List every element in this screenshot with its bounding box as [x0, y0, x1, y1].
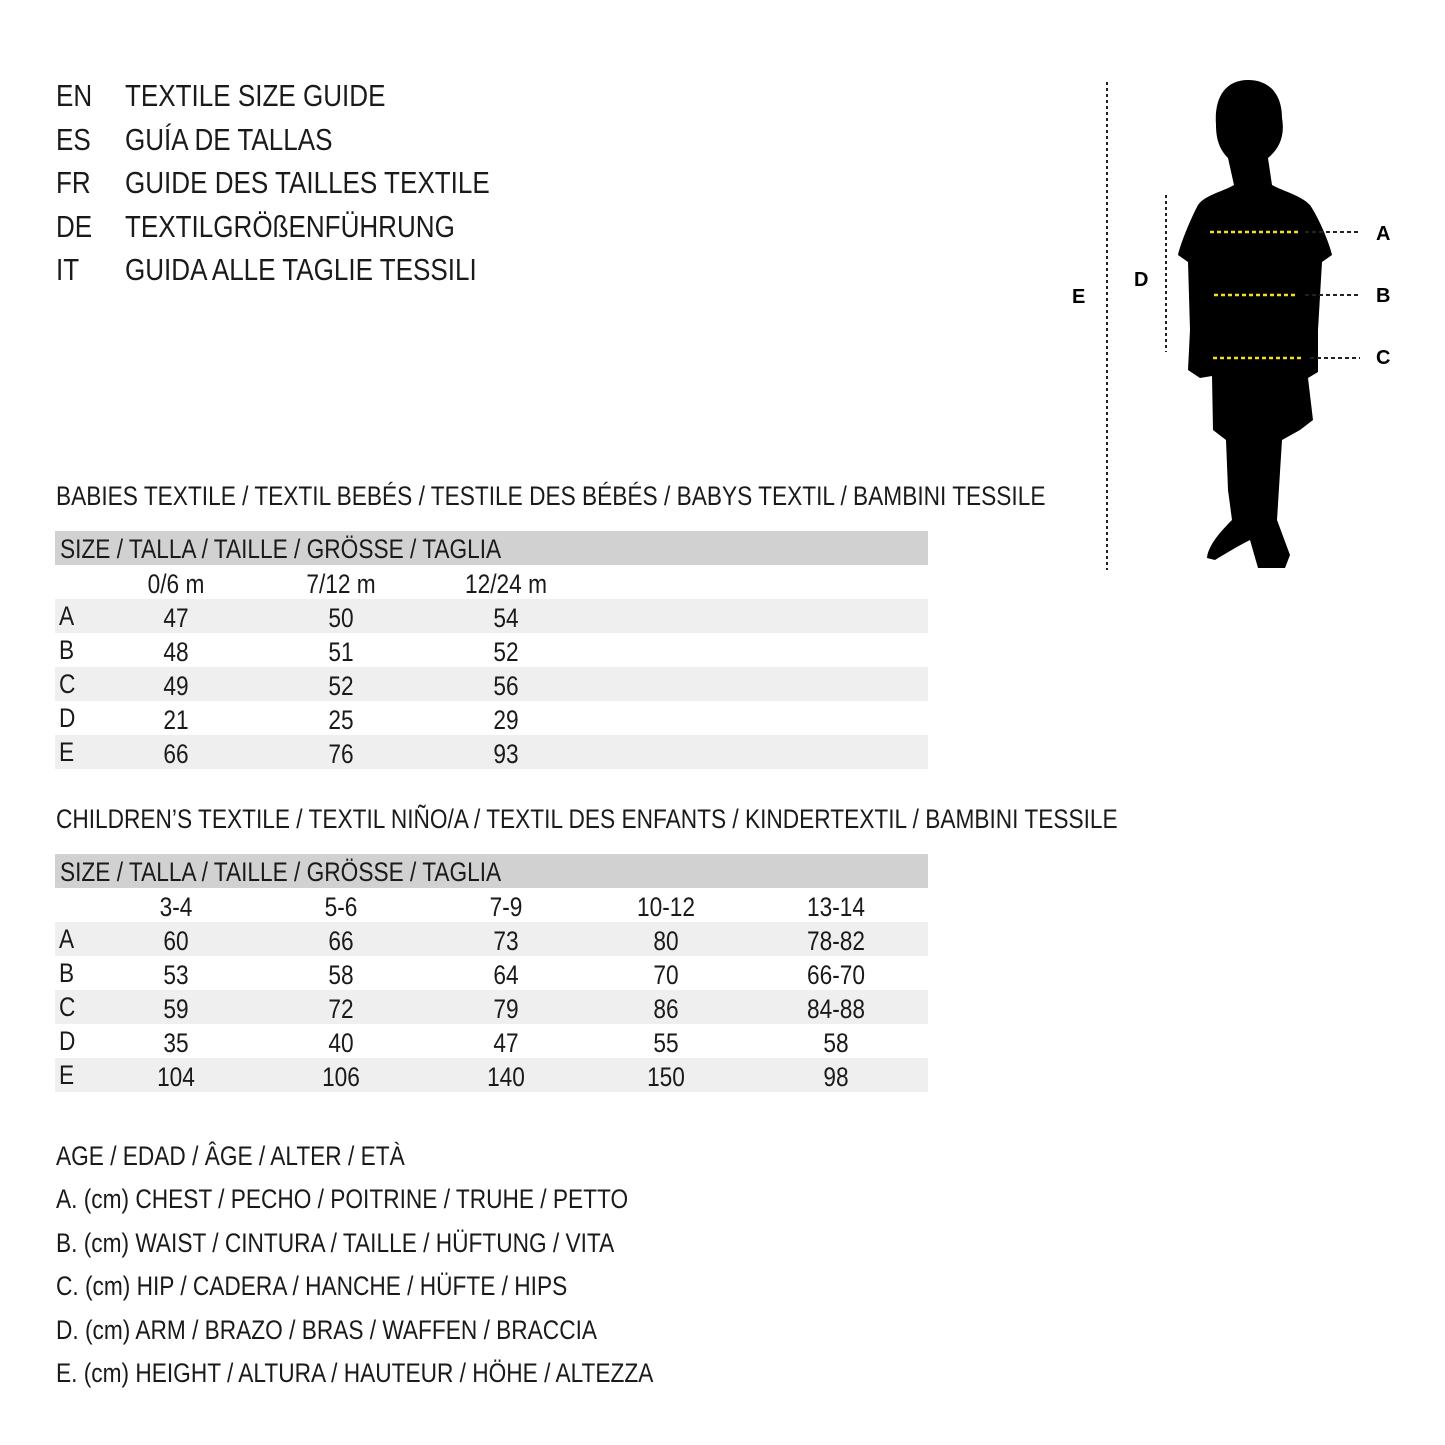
size-header-bar: SIZE / TALLA / TAILLE / GRÖSSE / TAGLIA	[55, 531, 928, 565]
row-label: E	[59, 1060, 75, 1090]
language-code: FR	[56, 165, 91, 200]
table-cell: 104	[157, 1062, 195, 1092]
row-label: E	[59, 737, 75, 767]
size-column-header: 7/12 m	[306, 569, 376, 599]
table-row: E 104 106 140 150 98	[55, 1058, 928, 1092]
guide-title: TEXTILGRÖßENFÜHRUNG	[125, 208, 455, 244]
table-cell: 29	[493, 705, 519, 735]
table-cell: 51	[328, 637, 354, 667]
table-cell: 66	[163, 739, 189, 769]
legend-item: B. (cm) WAIST / CINTURA / TAILLE / HÜFTU…	[56, 1227, 615, 1258]
children-heading: CHILDREN’S TEXTILE / TEXTIL NIÑO/A / TEX…	[56, 804, 1118, 834]
table-cell: 58	[328, 960, 354, 990]
child-silhouette	[1178, 80, 1332, 568]
table-row: B 48 51 52	[55, 633, 928, 667]
table-row: B 53 58 64 70 66-70	[55, 956, 928, 990]
legend-item: AGE / EDAD / ÂGE / ALTER / ETÀ	[56, 1141, 405, 1171]
table-row: A 47 50 54	[55, 599, 928, 633]
table-cell: 66-70	[806, 960, 866, 990]
size-header-bar: SIZE / TALLA / TAILLE / GRÖSSE / TAGLIA	[55, 854, 928, 888]
row-label: A	[59, 601, 75, 631]
size-column-header: 12/24 m	[465, 569, 547, 599]
table-cell: 98	[823, 1062, 849, 1092]
size-column-header: 13-14	[806, 892, 866, 922]
language-code: EN	[56, 78, 93, 113]
table-cell: 93	[493, 739, 519, 769]
table-cell: 73	[493, 926, 519, 956]
label-c: C	[1376, 347, 1390, 369]
label-a: A	[1376, 223, 1390, 245]
legend-item: C. (cm) HIP / CADERA / HANCHE / HÜFTE / …	[56, 1271, 568, 1302]
row-label: A	[59, 924, 75, 954]
table-cell: 50	[328, 603, 354, 633]
language-code: ES	[56, 121, 91, 157]
row-label: C	[59, 669, 76, 699]
table-cell: 59	[163, 994, 189, 1024]
table-cell: 86	[653, 994, 679, 1024]
table-cell: 53	[163, 960, 189, 990]
table-cell: 55	[653, 1028, 679, 1058]
table-row: C 59 72 79 86 84-88	[55, 990, 928, 1024]
table-cell: 140	[487, 1062, 525, 1092]
label-e: E	[1072, 286, 1085, 308]
guide-title: GUÍA DE TALLAS	[125, 121, 333, 157]
row-label: B	[59, 635, 75, 665]
language-code: IT	[56, 252, 80, 287]
table-row: D 35 40 47 55 58	[55, 1024, 928, 1058]
table-cell: 76	[328, 739, 354, 769]
table-cell: 79	[493, 994, 519, 1024]
row-label: B	[59, 958, 75, 988]
size-column-header: 0/6 m	[147, 569, 205, 599]
child-silhouette-figure: A B C D E	[1072, 80, 1390, 570]
table-cell: 52	[493, 637, 519, 667]
table-cell: 25	[328, 705, 354, 735]
row-label: D	[59, 1026, 76, 1056]
size-column-header: 7-9	[489, 892, 523, 922]
table-row: E 66 76 93	[55, 735, 928, 769]
table-cell: 150	[647, 1062, 685, 1092]
table-row: D 21 25 29	[55, 701, 928, 735]
table-row: A 60 66 73 80 78-82	[55, 922, 928, 956]
table-cell: 66	[328, 926, 354, 956]
size-column-header: 3-4	[159, 892, 193, 922]
legend-item: A. (cm) CHEST / PECHO / POITRINE / TRUHE…	[56, 1184, 629, 1215]
guide-title: TEXTILE SIZE GUIDE	[125, 78, 386, 113]
table-cell: 54	[493, 603, 519, 633]
label-d: D	[1134, 269, 1148, 291]
table-cell: 56	[493, 671, 519, 701]
table-cell: 58	[823, 1028, 849, 1058]
size-column-header-row: 0/6 m 7/12 m 12/24 m	[55, 565, 928, 599]
table-cell: 21	[163, 705, 189, 735]
table-cell: 78-82	[806, 926, 866, 956]
table-cell: 48	[163, 637, 189, 667]
table-cell: 84-88	[806, 994, 866, 1024]
table-cell: 80	[653, 926, 679, 956]
guide-title: GUIDA ALLE TAGLIE TESSILI	[125, 252, 477, 287]
size-header-label: SIZE / TALLA / TAILLE / GRÖSSE / TAGLIA	[60, 857, 502, 887]
size-column-header: 10-12	[636, 892, 696, 922]
table-cell: 106	[322, 1062, 360, 1092]
legend-item: D. (cm) ARM / BRAZO / BRAS / WAFFEN / BR…	[56, 1314, 597, 1345]
table-cell: 72	[328, 994, 354, 1024]
table-cell: 49	[163, 671, 189, 701]
table-cell: 35	[163, 1028, 189, 1058]
legend-item: E. (cm) HEIGHT / ALTURA / HAUTEUR / HÖHE…	[56, 1358, 654, 1388]
table-cell: 70	[653, 960, 679, 990]
language-code: DE	[56, 208, 93, 244]
table-cell: 60	[163, 926, 189, 956]
label-b: B	[1376, 285, 1390, 307]
table-cell: 47	[163, 603, 189, 633]
babies-heading: BABIES TEXTILE / TEXTIL BEBÉS / TESTILE …	[56, 481, 1046, 511]
row-label: C	[59, 992, 76, 1022]
row-label: D	[59, 703, 76, 733]
table-cell: 64	[493, 960, 519, 990]
guide-title: GUIDE DES TAILLES TEXTILE	[125, 165, 490, 200]
table-cell: 52	[328, 671, 354, 701]
size-header-label: SIZE / TALLA / TAILLE / GRÖSSE / TAGLIA	[60, 534, 502, 564]
table-cell: 47	[493, 1028, 519, 1058]
size-column-header-row: 3-4 5-6 7-9 10-12 13-14	[55, 888, 928, 922]
table-cell: 40	[328, 1028, 354, 1058]
table-row: C 49 52 56	[55, 667, 928, 701]
size-column-header: 5-6	[324, 892, 358, 922]
